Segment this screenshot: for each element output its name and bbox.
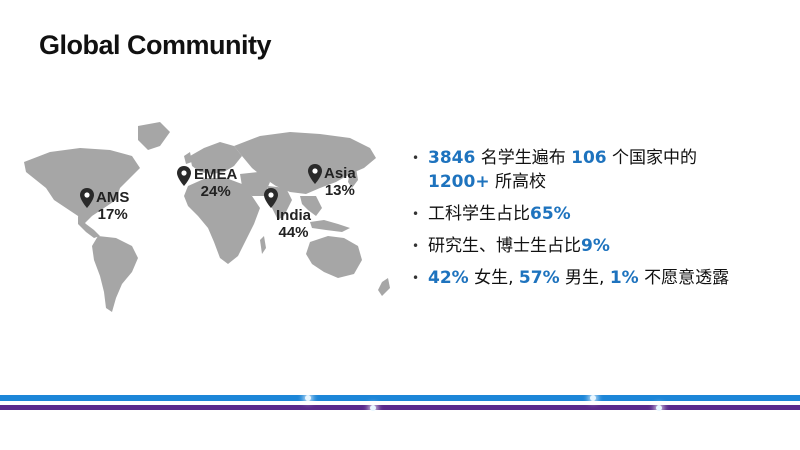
bullet-dot-icon: • <box>412 151 420 165</box>
sparkle-icon <box>305 395 311 401</box>
list-item: • 研究生、博士生占比9% <box>412 234 792 258</box>
map-pin-icon <box>177 166 191 186</box>
stat-number: 1% <box>609 268 639 288</box>
map-pin-icon <box>308 164 322 184</box>
stat-number: 1200+ <box>428 172 490 192</box>
region-emea: EMEA 24% <box>194 166 238 200</box>
region-percent: 44% <box>278 223 309 241</box>
stat-number: 106 <box>571 148 607 168</box>
north-america-shape <box>24 148 140 224</box>
stat-number: 57% <box>518 268 560 288</box>
sparkle-icon <box>656 405 662 411</box>
central-america-shape <box>78 216 100 238</box>
australia-shape <box>306 236 362 278</box>
stat-text: 个国家中的 <box>606 148 698 168</box>
purple-bar <box>0 405 800 410</box>
region-asia: Asia 13% <box>324 165 356 199</box>
stats-list: • 3846 名学生遍布 106 个国家中的 1200+ 所高校 • 工科学生占… <box>412 146 792 298</box>
page-title: Global Community <box>39 30 272 60</box>
africa-shape <box>184 178 260 264</box>
region-name: AMS <box>96 189 130 206</box>
region-name: India <box>276 207 312 224</box>
stat-text: 研究生、博士生占比 <box>428 236 581 256</box>
stat-text: 工科学生占比 <box>428 204 530 224</box>
madagascar-shape <box>260 236 266 254</box>
region-india: India 44% <box>276 207 312 241</box>
list-item: • 3846 名学生遍布 106 个国家中的 1200+ 所高校 <box>412 146 792 194</box>
bullet-dot-icon: • <box>412 271 420 285</box>
region-name: Asia <box>324 165 356 182</box>
world-map <box>24 122 390 312</box>
new-zealand-shape <box>378 278 390 296</box>
southeast-asia-shape <box>300 196 322 216</box>
greenland-shape <box>138 122 170 150</box>
stat-text: 不愿意透露 <box>638 268 730 288</box>
map-pin-icon <box>80 188 94 208</box>
stat-text: 名学生遍布 <box>475 148 572 168</box>
blue-bar <box>0 395 800 401</box>
japan-shape <box>348 168 358 188</box>
sparkle-icon <box>590 395 596 401</box>
stat-text: 男生, <box>559 268 610 288</box>
middle-east-shape <box>240 172 270 196</box>
bullet-dot-icon: • <box>412 207 420 221</box>
region-percent: 24% <box>200 182 231 200</box>
stat-number: 9% <box>581 236 610 256</box>
bullet-dot-icon: • <box>412 239 420 253</box>
uk-shape <box>184 152 192 164</box>
region-percent: 17% <box>97 205 128 223</box>
map-pin-icon <box>264 188 278 208</box>
stat-number: 3846 <box>428 148 476 168</box>
region-name: EMEA <box>194 166 238 183</box>
south-america-shape <box>92 236 138 312</box>
stat-number: 42% <box>428 268 469 288</box>
stat-text: 女生, <box>468 268 519 288</box>
asia-shape <box>234 132 376 194</box>
list-item: • 工科学生占比65% <box>412 202 792 226</box>
stat-number: 65% <box>530 204 571 224</box>
region-percent: 13% <box>324 181 355 199</box>
sparkle-icon <box>370 405 376 411</box>
indonesia-shape <box>310 220 350 232</box>
stat-text: 所高校 <box>489 172 546 192</box>
list-item: • 42% 女生, 57% 男生, 1% 不愿意透露 <box>412 266 792 290</box>
decorative-bars <box>0 395 800 415</box>
europe-shape <box>190 142 242 174</box>
region-ams: AMS 17% <box>96 189 130 223</box>
